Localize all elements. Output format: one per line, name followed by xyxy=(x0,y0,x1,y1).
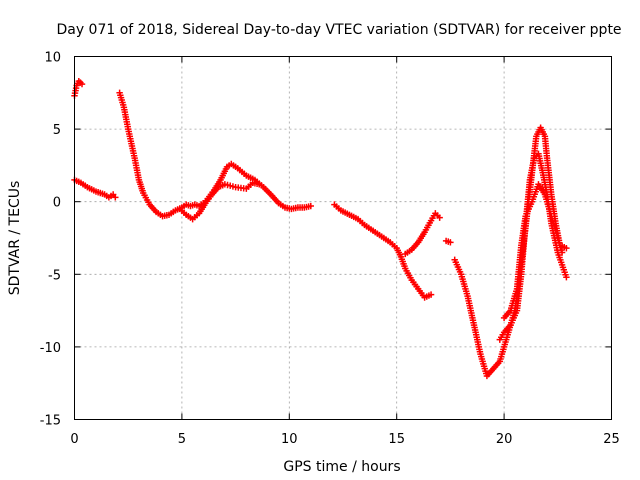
data-point xyxy=(307,202,314,210)
series-arc-1 xyxy=(71,77,86,99)
data-point xyxy=(256,181,263,188)
x-axis-label: GPS time / hours xyxy=(283,459,400,475)
y-tick-label: 0 xyxy=(53,196,61,211)
data-point xyxy=(563,274,570,281)
y-tick-label: -10 xyxy=(40,341,61,356)
y-tick-label: 10 xyxy=(44,51,61,66)
series-arc-7 xyxy=(442,237,454,246)
series-arc-3 xyxy=(116,89,314,220)
plot-frame xyxy=(74,56,612,420)
x-tick-label: 10 xyxy=(281,432,298,447)
series-arc-8 xyxy=(451,124,570,380)
series-arc-2 xyxy=(71,176,119,201)
data-series xyxy=(71,77,570,380)
data-point xyxy=(558,249,566,256)
series-arc-6 xyxy=(402,210,443,258)
axis-ticks: 0 5 10 15 20 25 -15 -10 -5 0 5 10 xyxy=(40,51,620,448)
y-tick-label: -5 xyxy=(48,268,61,283)
y-axis-label: SDTVAR / TECUs xyxy=(7,181,23,296)
chart-title: Day 071 of 2018, Sidereal Day-to-day VTE… xyxy=(56,22,621,38)
data-point xyxy=(436,214,443,221)
data-point xyxy=(447,239,454,246)
data-point xyxy=(427,291,435,298)
data-point xyxy=(78,80,86,88)
x-tick-label: 25 xyxy=(603,432,620,447)
x-tick-label: 5 xyxy=(178,432,186,447)
x-tick-label: 15 xyxy=(388,432,405,447)
x-tick-label: 20 xyxy=(496,432,513,447)
series-arc-5 xyxy=(331,201,435,301)
series-arc-4 xyxy=(176,179,263,223)
x-tick-label: 0 xyxy=(70,432,78,447)
series-arc-10 xyxy=(500,181,566,322)
data-point xyxy=(563,244,570,252)
grid-lines xyxy=(74,56,612,420)
y-tick-label: -15 xyxy=(40,414,61,429)
y-tick-label: 5 xyxy=(53,123,61,138)
data-point xyxy=(112,194,119,201)
